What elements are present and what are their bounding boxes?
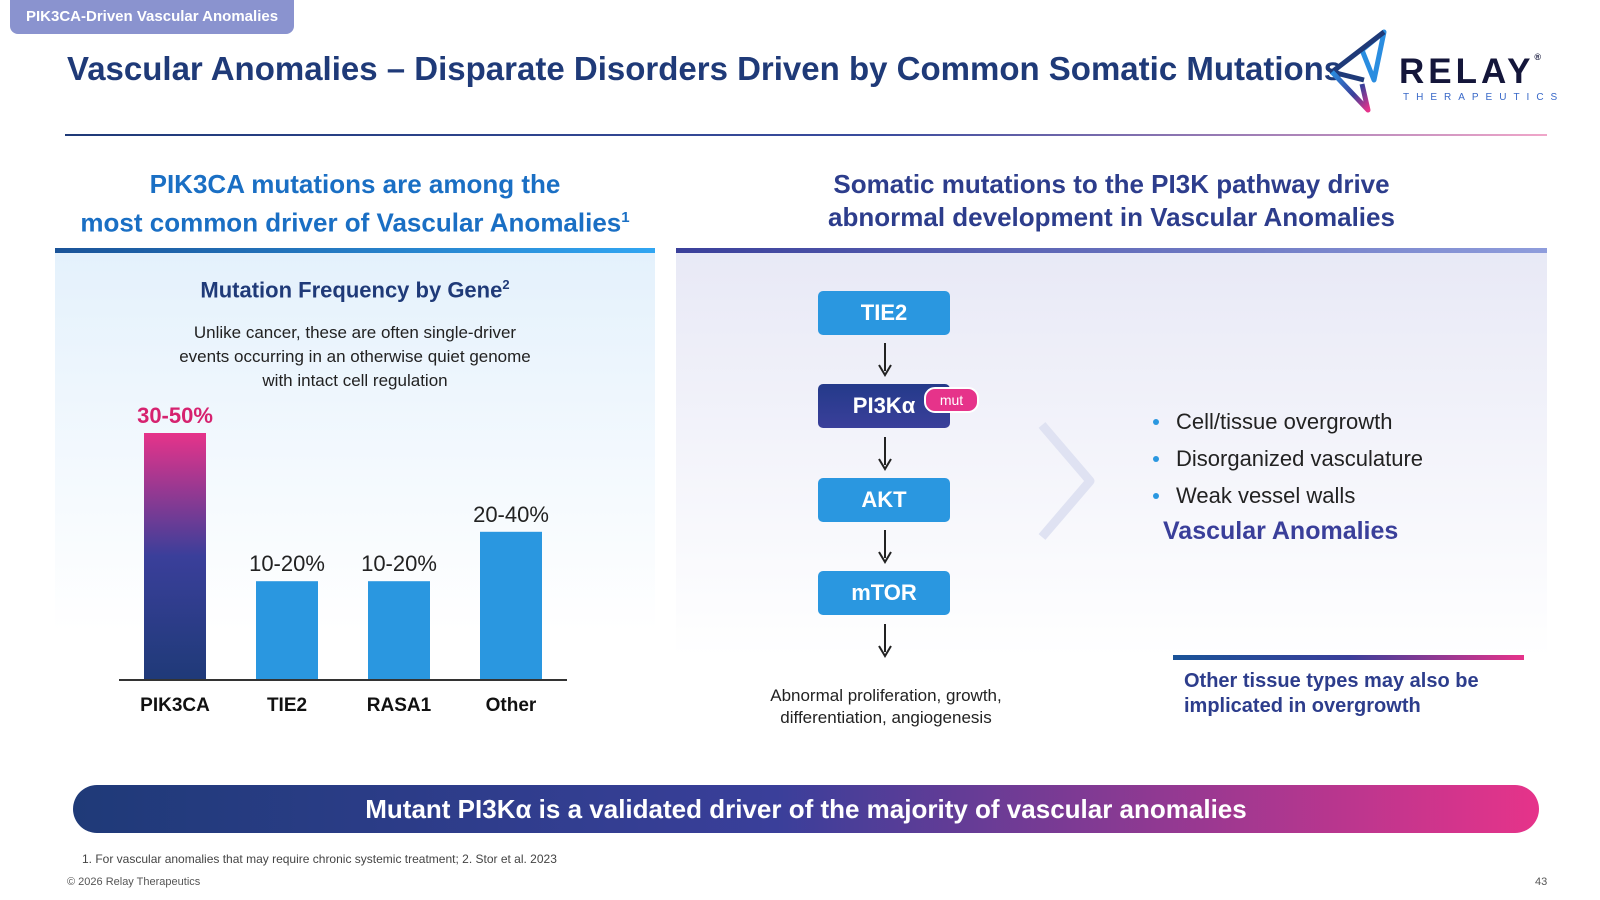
arrow-down-icon bbox=[878, 343, 892, 377]
data-label-pik3ca: 30-50% bbox=[137, 403, 213, 428]
mutation-frequency-panel: Mutation Frequency by Gene2 Unlike cance… bbox=[55, 248, 655, 758]
pathway-node-tie2: TIE2 bbox=[818, 291, 950, 335]
pathway-outcome-note: Abnormal proliferation, growth, differen… bbox=[770, 686, 1002, 727]
bar-other bbox=[480, 531, 542, 680]
mutation-frequency-chart: 30-50% PIK3CA 10-20% TIE2 10-20% RASA1 20-40% O… bbox=[119, 403, 567, 716]
copyright: © 2026 Relay Therapeutics bbox=[67, 876, 201, 888]
pathway-panel: TIE2 PI3Kα mut AKT mTOR Abnormal prolife… bbox=[676, 248, 1547, 758]
pathway-node-mtor: mTOR bbox=[818, 571, 950, 615]
arrow-down-icon bbox=[878, 530, 892, 564]
pathway-node-akt: AKT bbox=[818, 478, 950, 522]
tick-label-pik3ca: PIK3CA bbox=[140, 695, 210, 716]
arrow-down-icon bbox=[878, 437, 892, 471]
tissue-note: Other tissue types may also be implicate… bbox=[1184, 670, 1479, 717]
list-item: Cell/tissue overgrowth bbox=[1151, 403, 1423, 440]
tick-label-other: Other bbox=[486, 695, 537, 716]
conclusion-banner: Mutant PI3Kα is a validated driver of th… bbox=[73, 785, 1539, 833]
list-item: Disorganized vasculature bbox=[1151, 440, 1423, 477]
page-number: 43 bbox=[1535, 876, 1548, 888]
section-tag: PIK3CA-Driven Vascular Anomalies bbox=[10, 0, 295, 34]
chart-title: Mutation Frequency by Gene2 bbox=[200, 277, 510, 303]
note-divider bbox=[1173, 655, 1524, 660]
logo-wordmark: RELAY® bbox=[1399, 52, 1542, 91]
relay-logo-mark-icon bbox=[1329, 29, 1387, 113]
mutation-badge: mut bbox=[924, 387, 979, 413]
relay-logo: RELAY® THERAPEUTICS bbox=[1324, 28, 1564, 120]
symptom-list: Cell/tissue overgrowth Disorganized vasc… bbox=[1151, 403, 1423, 514]
title-divider bbox=[65, 134, 1547, 136]
right-panel-heading: Somatic mutations to the PI3K pathway dr… bbox=[828, 169, 1395, 232]
outcome-label: Vascular Anomalies bbox=[1163, 517, 1399, 545]
bar-pik3ca bbox=[144, 433, 206, 680]
footnote: 1. For vascular anomalies that may requi… bbox=[82, 852, 557, 866]
data-label-other: 20-40% bbox=[473, 502, 549, 527]
data-label-rasa1: 10-20% bbox=[361, 551, 437, 576]
chevron-right-icon bbox=[1038, 422, 1095, 540]
tick-label-rasa1: RASA1 bbox=[367, 695, 432, 716]
list-item: Weak vessel walls bbox=[1151, 477, 1423, 514]
page-title: Vascular Anomalies – Disparate Disorders… bbox=[67, 50, 1343, 87]
chart-subtitle: Unlike cancer, these are often single-dr… bbox=[179, 323, 531, 390]
tick-label-tie2: TIE2 bbox=[267, 695, 307, 716]
left-panel-heading: PIK3CA mutations are among the most comm… bbox=[80, 169, 630, 238]
logo-subtitle: THERAPEUTICS bbox=[1403, 92, 1565, 103]
arrow-down-icon bbox=[878, 624, 892, 658]
bar-rasa1 bbox=[368, 581, 430, 680]
bar-tie2 bbox=[256, 581, 318, 680]
data-label-tie2: 10-20% bbox=[249, 551, 325, 576]
